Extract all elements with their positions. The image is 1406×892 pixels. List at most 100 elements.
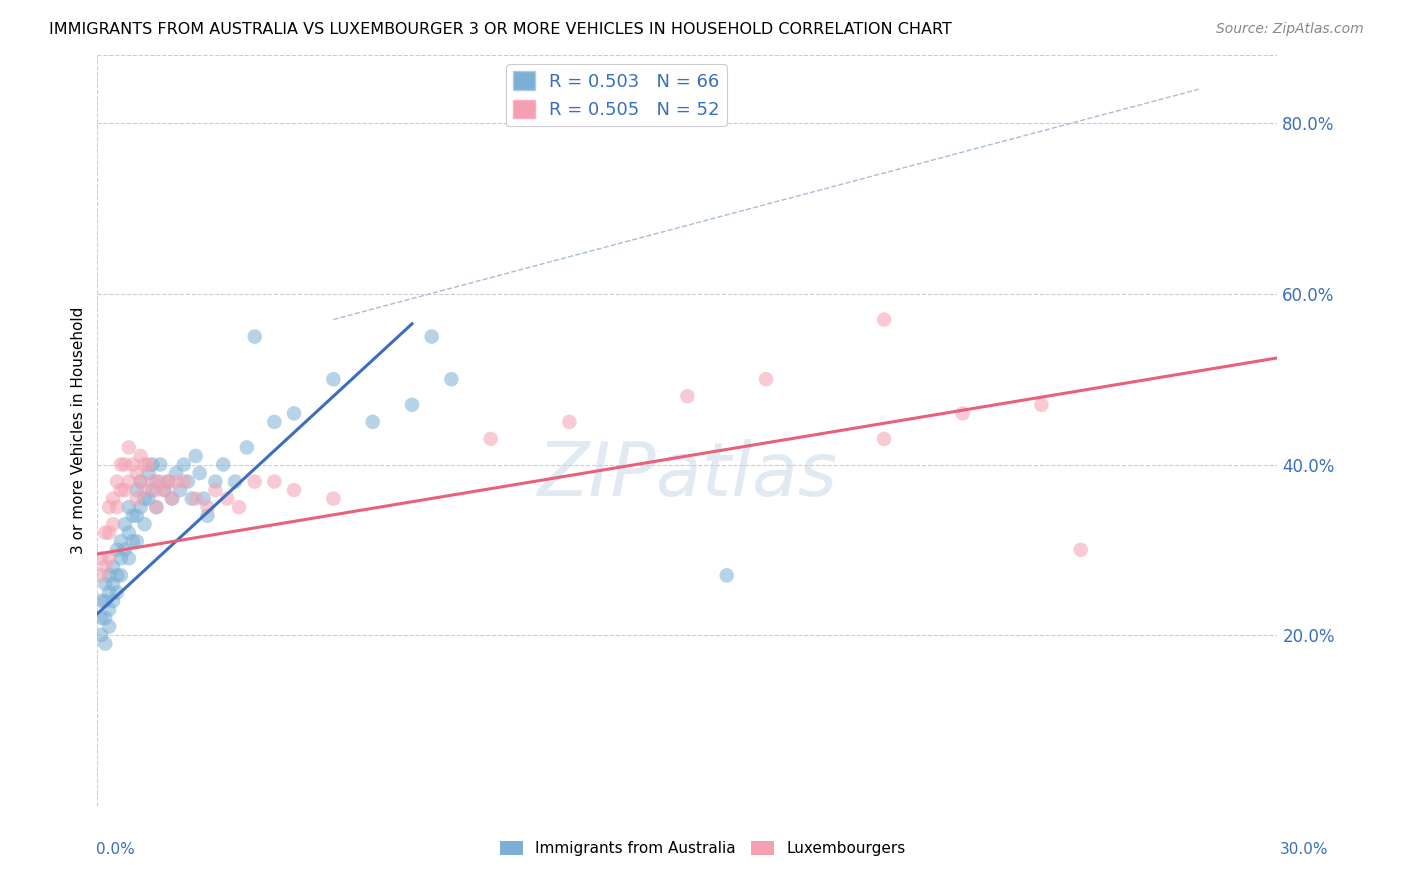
Point xyxy=(121,508,143,523)
Text: Source: ZipAtlas.com: Source: ZipAtlas.com xyxy=(1216,22,1364,37)
Point xyxy=(165,466,187,480)
Point xyxy=(188,466,211,480)
Point xyxy=(90,628,112,642)
Point xyxy=(243,475,266,489)
Point xyxy=(98,568,121,582)
Point xyxy=(114,458,136,472)
Point xyxy=(149,475,172,489)
Point xyxy=(952,406,974,420)
Point xyxy=(145,483,167,497)
Point xyxy=(217,491,239,506)
Point xyxy=(105,542,128,557)
Point xyxy=(873,312,896,326)
Point xyxy=(160,491,183,506)
Point xyxy=(153,483,176,497)
Point xyxy=(283,483,305,497)
Point xyxy=(180,491,202,506)
Point xyxy=(101,577,124,591)
Point xyxy=(101,559,124,574)
Point xyxy=(90,551,112,566)
Point xyxy=(138,491,160,506)
Point xyxy=(110,551,132,566)
Point xyxy=(420,329,443,343)
Point xyxy=(401,398,423,412)
Point xyxy=(138,458,160,472)
Point xyxy=(755,372,778,386)
Point xyxy=(169,483,191,497)
Point xyxy=(197,500,219,515)
Point xyxy=(145,500,167,515)
Point xyxy=(676,389,699,403)
Point xyxy=(98,525,121,540)
Point xyxy=(101,491,124,506)
Point xyxy=(228,500,250,515)
Point xyxy=(94,637,117,651)
Point xyxy=(114,483,136,497)
Point xyxy=(873,432,896,446)
Point xyxy=(165,475,187,489)
Point xyxy=(94,611,117,625)
Point xyxy=(145,475,167,489)
Point xyxy=(94,525,117,540)
Point xyxy=(114,542,136,557)
Text: 0.0%: 0.0% xyxy=(96,842,135,856)
Point xyxy=(118,441,141,455)
Point xyxy=(118,500,141,515)
Point xyxy=(558,415,581,429)
Point xyxy=(283,406,305,420)
Text: IMMIGRANTS FROM AUSTRALIA VS LUXEMBOURGER 3 OR MORE VEHICLES IN HOUSEHOLD CORREL: IMMIGRANTS FROM AUSTRALIA VS LUXEMBOURGE… xyxy=(49,22,952,37)
Point xyxy=(263,415,285,429)
Point xyxy=(173,458,195,472)
Point xyxy=(204,475,226,489)
Point xyxy=(716,568,738,582)
Point xyxy=(94,594,117,608)
Point xyxy=(129,500,152,515)
Point xyxy=(153,483,176,497)
Point xyxy=(322,491,344,506)
Point xyxy=(193,491,215,506)
Point xyxy=(263,475,285,489)
Point xyxy=(1031,398,1053,412)
Point xyxy=(118,525,141,540)
Point xyxy=(243,329,266,343)
Point xyxy=(110,458,132,472)
Point xyxy=(105,585,128,599)
Point xyxy=(177,475,200,489)
Point xyxy=(141,483,163,497)
Point xyxy=(90,611,112,625)
Point xyxy=(101,594,124,608)
Point xyxy=(101,517,124,532)
Point xyxy=(125,491,148,506)
Point xyxy=(361,415,384,429)
Point xyxy=(105,568,128,582)
Point xyxy=(134,517,156,532)
Point xyxy=(129,449,152,463)
Point xyxy=(149,458,172,472)
Point xyxy=(98,619,121,633)
Point xyxy=(157,475,180,489)
Point xyxy=(105,475,128,489)
Point xyxy=(98,500,121,515)
Point xyxy=(105,500,128,515)
Legend: Immigrants from Australia, Luxembourgers: Immigrants from Australia, Luxembourgers xyxy=(494,835,912,862)
Point xyxy=(110,534,132,549)
Point xyxy=(94,559,117,574)
Point xyxy=(94,577,117,591)
Point xyxy=(129,475,152,489)
Point xyxy=(118,475,141,489)
Point xyxy=(121,458,143,472)
Point xyxy=(138,466,160,480)
Point xyxy=(134,483,156,497)
Point xyxy=(118,551,141,566)
Point xyxy=(236,441,259,455)
Point xyxy=(114,517,136,532)
Point xyxy=(110,568,132,582)
Point xyxy=(134,458,156,472)
Point xyxy=(197,508,219,523)
Point xyxy=(129,475,152,489)
Point xyxy=(125,534,148,549)
Point xyxy=(224,475,246,489)
Point xyxy=(98,585,121,599)
Point xyxy=(98,602,121,616)
Point xyxy=(322,372,344,386)
